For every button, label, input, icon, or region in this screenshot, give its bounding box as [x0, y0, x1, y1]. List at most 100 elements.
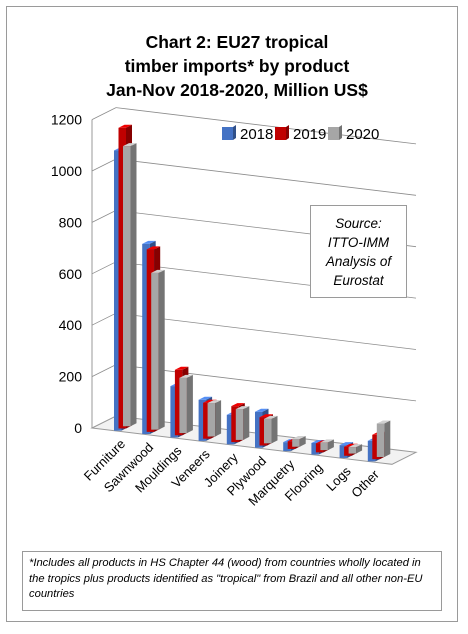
bar-top	[207, 400, 222, 404]
bar-front	[320, 442, 328, 451]
gridline-depth	[91, 364, 117, 377]
bar-front	[344, 446, 352, 456]
bar-front	[170, 386, 178, 438]
bar-top	[320, 439, 334, 443]
legend-label: 2018	[240, 126, 273, 143]
bar-side	[271, 415, 278, 444]
gridline	[115, 107, 417, 145]
bar-front	[114, 150, 122, 431]
bar-top	[142, 240, 156, 244]
bar-top	[146, 246, 161, 250]
bar-front	[367, 440, 376, 462]
bar-top	[292, 436, 306, 440]
bar-front	[292, 439, 300, 447]
bar	[151, 269, 165, 430]
bar	[123, 143, 137, 427]
bar-front	[118, 127, 126, 429]
bar-top	[255, 408, 269, 412]
chart-title: Chart 2: EU27 tropical timber imports* b…	[106, 32, 368, 100]
bar-side	[158, 269, 165, 430]
bar-front	[142, 243, 150, 435]
legend-swatch-side	[339, 125, 342, 140]
bar-side	[327, 439, 334, 451]
legend-label: 2019	[293, 126, 326, 143]
y-tick-label: 200	[59, 369, 83, 385]
gridline	[115, 364, 417, 402]
bar-front	[226, 414, 235, 445]
bar-top	[259, 414, 273, 418]
source-line-2: ITTO-IMM	[327, 234, 390, 250]
bar-front	[348, 447, 357, 454]
chart-frame	[6, 6, 458, 622]
bar-front	[283, 442, 291, 452]
bar-front	[339, 445, 348, 458]
bar-top	[235, 406, 250, 410]
bar-top	[174, 366, 189, 370]
gridline-depth	[91, 210, 117, 223]
gridline-depth	[91, 312, 117, 326]
bar-front	[264, 418, 272, 444]
bar-side	[243, 406, 250, 440]
bar-front	[315, 443, 324, 453]
bar	[376, 420, 391, 457]
legend-swatch	[275, 127, 286, 140]
footnote: *Includes all products in HS Chapter 44 …	[22, 551, 442, 611]
bar-front	[207, 403, 216, 437]
bar-front	[287, 441, 296, 449]
source-line-3: Analysis of	[325, 253, 392, 269]
bar-front	[174, 369, 183, 436]
y-tick-label: 600	[59, 266, 83, 282]
legend-swatch-side	[233, 125, 236, 140]
source-box: Source: ITTO-IMM Analysis of Eurostat	[310, 205, 407, 298]
bar-front	[198, 399, 207, 441]
bar	[235, 406, 250, 440]
gridline-depth	[91, 158, 117, 172]
bar	[292, 436, 306, 447]
legend: 2018 2019 2020	[222, 125, 379, 143]
bar-front	[146, 249, 155, 432]
y-tick-label: 800	[59, 214, 83, 230]
bar-front	[203, 402, 211, 439]
bar-side	[215, 400, 222, 437]
bar-top	[118, 124, 132, 128]
bar-top	[123, 143, 137, 147]
bar-front	[372, 434, 380, 460]
x-category-label: Other	[348, 466, 382, 500]
bar-side	[130, 143, 137, 427]
bar-side	[299, 436, 306, 447]
bar-top	[264, 415, 278, 419]
y-tick-label: 1200	[51, 112, 82, 128]
gridline	[115, 158, 417, 196]
bar	[348, 444, 363, 454]
bar-front	[231, 406, 239, 443]
chart-title-line-2: timber imports* by product	[125, 56, 350, 76]
bar	[207, 400, 222, 437]
source-line-4: Eurostat	[333, 272, 384, 288]
y-tick-label: 1000	[51, 163, 82, 179]
chart-title-line-1: Chart 2: EU27 tropical	[146, 32, 329, 52]
bar-top	[348, 444, 363, 448]
source-line-1: Source:	[335, 215, 382, 231]
bar-side	[356, 444, 363, 454]
bar	[264, 415, 278, 444]
bar-top	[198, 396, 213, 400]
y-tick-label: 0	[74, 420, 82, 436]
y-tick-label: 400	[59, 317, 83, 333]
legend-label: 2020	[346, 126, 379, 143]
bar-front	[255, 411, 263, 448]
gridline	[115, 312, 417, 350]
bar-top	[151, 269, 165, 273]
bar-front	[376, 423, 385, 457]
bar-top	[231, 403, 245, 407]
gridline-depth	[91, 261, 117, 275]
legend-swatch	[328, 127, 339, 140]
bar	[179, 374, 193, 434]
bar-front	[179, 377, 187, 434]
bar-front	[235, 409, 244, 440]
bar-top	[179, 374, 193, 378]
bar-side	[384, 420, 391, 457]
gridline-depth	[91, 107, 117, 120]
chart-title-line-3: Jan-Nov 2018-2020, Million US$	[106, 80, 368, 100]
bar-front	[259, 417, 267, 446]
bar-front	[151, 272, 159, 430]
